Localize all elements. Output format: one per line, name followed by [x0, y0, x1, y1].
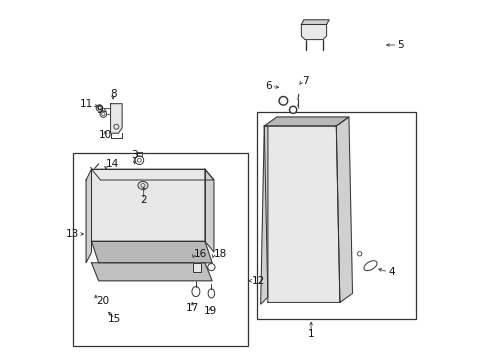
Polygon shape — [91, 241, 212, 263]
Polygon shape — [91, 169, 213, 180]
Polygon shape — [204, 169, 213, 252]
Bar — [73, 153, 247, 346]
Text: 5: 5 — [397, 40, 403, 50]
Polygon shape — [193, 263, 200, 272]
Text: 6: 6 — [264, 81, 271, 91]
Polygon shape — [91, 169, 204, 241]
Text: 15: 15 — [108, 314, 122, 324]
Polygon shape — [260, 126, 267, 304]
Text: 12: 12 — [251, 276, 264, 286]
Polygon shape — [264, 117, 348, 126]
Text: 3: 3 — [131, 150, 138, 160]
Polygon shape — [301, 20, 328, 24]
Text: 20: 20 — [96, 296, 109, 306]
Circle shape — [280, 98, 285, 104]
Circle shape — [290, 108, 295, 112]
Text: 17: 17 — [185, 303, 199, 313]
Text: 9: 9 — [96, 105, 103, 115]
Polygon shape — [301, 24, 326, 40]
Text: 10: 10 — [99, 130, 112, 140]
Polygon shape — [86, 169, 91, 263]
Polygon shape — [264, 126, 339, 302]
Text: 7: 7 — [302, 76, 308, 86]
Circle shape — [289, 106, 296, 113]
Bar — [257, 112, 415, 319]
Text: 19: 19 — [203, 306, 217, 316]
Text: 4: 4 — [387, 267, 394, 277]
Text: 16: 16 — [194, 249, 207, 259]
Text: 18: 18 — [213, 249, 227, 259]
Text: 11: 11 — [80, 99, 93, 109]
Polygon shape — [110, 104, 122, 133]
Polygon shape — [336, 117, 352, 302]
Text: 14: 14 — [106, 159, 119, 169]
Text: 1: 1 — [307, 329, 314, 339]
Text: 8: 8 — [110, 89, 116, 99]
Text: 2: 2 — [140, 195, 147, 205]
Polygon shape — [91, 263, 212, 281]
Text: 13: 13 — [65, 229, 79, 239]
Circle shape — [279, 96, 287, 105]
